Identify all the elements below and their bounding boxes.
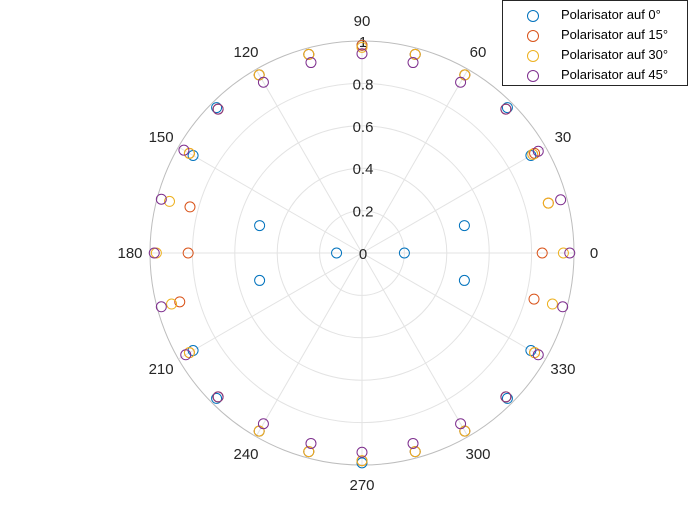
data-point	[331, 247, 343, 259]
polar-grid	[149, 40, 575, 466]
data-point	[455, 76, 467, 88]
theta-tick-label: 60	[470, 44, 487, 61]
data-point	[212, 391, 224, 403]
r-tick-label: 0.6	[353, 119, 374, 136]
data-point	[184, 201, 196, 213]
data-point	[407, 57, 419, 69]
data-point	[254, 274, 266, 286]
data-point	[303, 446, 315, 458]
theta-tick-label: 300	[465, 446, 490, 463]
r-tick-labels: 00.20.40.60.81	[353, 34, 374, 263]
data-point	[356, 41, 368, 53]
data-point	[557, 247, 569, 259]
legend: Polarisator auf 0° Polarisator auf 15° P…	[502, 0, 688, 86]
grid-spoke-330	[361, 252, 546, 360]
data-point	[164, 195, 176, 207]
grid-spoke-300	[361, 252, 469, 437]
data-point	[407, 437, 419, 449]
legend-entry-1: Polarisator auf 15°	[503, 27, 687, 47]
data-point	[500, 391, 512, 403]
r-tick-label: 0.8	[353, 76, 374, 93]
data-point	[155, 301, 167, 313]
data-point	[532, 145, 544, 157]
theta-tick-label: 330	[550, 361, 575, 378]
data-point	[212, 103, 224, 115]
data-point	[501, 102, 513, 114]
data-point	[546, 298, 558, 310]
series-3	[148, 48, 576, 458]
data-point	[555, 194, 567, 206]
data-point	[356, 446, 368, 458]
data-point	[174, 296, 186, 308]
grid-spoke-240	[255, 252, 363, 437]
theta-tick-label: 120	[233, 44, 258, 61]
data-point	[356, 48, 368, 60]
data-point	[455, 418, 467, 430]
data-point	[398, 247, 410, 259]
legend-entry-3: Polarisator auf 45°	[503, 67, 687, 87]
data-point	[542, 197, 554, 209]
data-point	[536, 247, 548, 259]
theta-tick-labels: 0 30 60 90 120 150 180 210 240 270 300 330	[117, 13, 598, 494]
data-point	[356, 455, 368, 467]
grid-spoke-210	[178, 252, 363, 360]
data-point	[155, 193, 167, 205]
data-point	[409, 446, 421, 458]
data-point	[182, 247, 194, 259]
data-point	[305, 437, 317, 449]
legend-label-1: Polarisator auf 15°	[561, 27, 669, 42]
data-point	[305, 57, 317, 69]
data-point	[528, 293, 540, 305]
grid-spoke-30	[361, 146, 546, 254]
data-point	[409, 48, 421, 60]
theta-tick-label: 0	[590, 245, 598, 262]
data-point	[527, 148, 539, 160]
legend-label-0: Polarisator auf 0°	[561, 7, 661, 22]
legend-label-3: Polarisator auf 45°	[561, 67, 669, 82]
data-point	[254, 220, 266, 232]
legend-marker-3	[527, 70, 539, 82]
data-point	[532, 349, 544, 361]
data-point	[211, 102, 223, 114]
data-point	[257, 76, 269, 88]
legend-entry-0: Polarisator auf 0°	[503, 7, 687, 27]
data-point	[557, 301, 569, 313]
legend-marker-2	[527, 50, 539, 62]
data-point	[211, 392, 223, 404]
data-point	[257, 418, 269, 430]
data-points	[148, 39, 576, 469]
r-tick-label: 0.2	[353, 204, 374, 221]
data-point	[166, 298, 178, 310]
data-point	[183, 147, 195, 159]
data-point	[148, 247, 160, 259]
grid-spoke-120	[255, 69, 363, 254]
data-point	[564, 247, 576, 259]
data-point	[178, 144, 190, 156]
legend-label-2: Polarisator auf 30°	[561, 47, 669, 62]
theta-tick-label: 240	[233, 446, 258, 463]
data-point	[458, 274, 470, 286]
data-point	[501, 392, 513, 404]
theta-tick-label: 30	[555, 129, 572, 146]
theta-tick-label: 270	[349, 477, 374, 494]
data-point	[458, 220, 470, 232]
r-tick-label: 0	[359, 246, 367, 263]
legend-marker-1	[527, 30, 539, 42]
legend-entry-2: Polarisator auf 30°	[503, 47, 687, 67]
theta-tick-label: 210	[149, 361, 174, 378]
data-point	[303, 48, 315, 60]
r-tick-label: 0.4	[353, 161, 374, 178]
data-point	[500, 103, 512, 115]
grid-spoke-60	[361, 69, 469, 254]
theta-tick-label: 150	[149, 129, 174, 146]
theta-tick-label: 180	[117, 245, 142, 262]
data-point	[180, 349, 192, 361]
grid-spoke-150	[178, 146, 363, 254]
legend-marker-0	[527, 10, 539, 22]
theta-tick-label: 90	[354, 13, 371, 30]
